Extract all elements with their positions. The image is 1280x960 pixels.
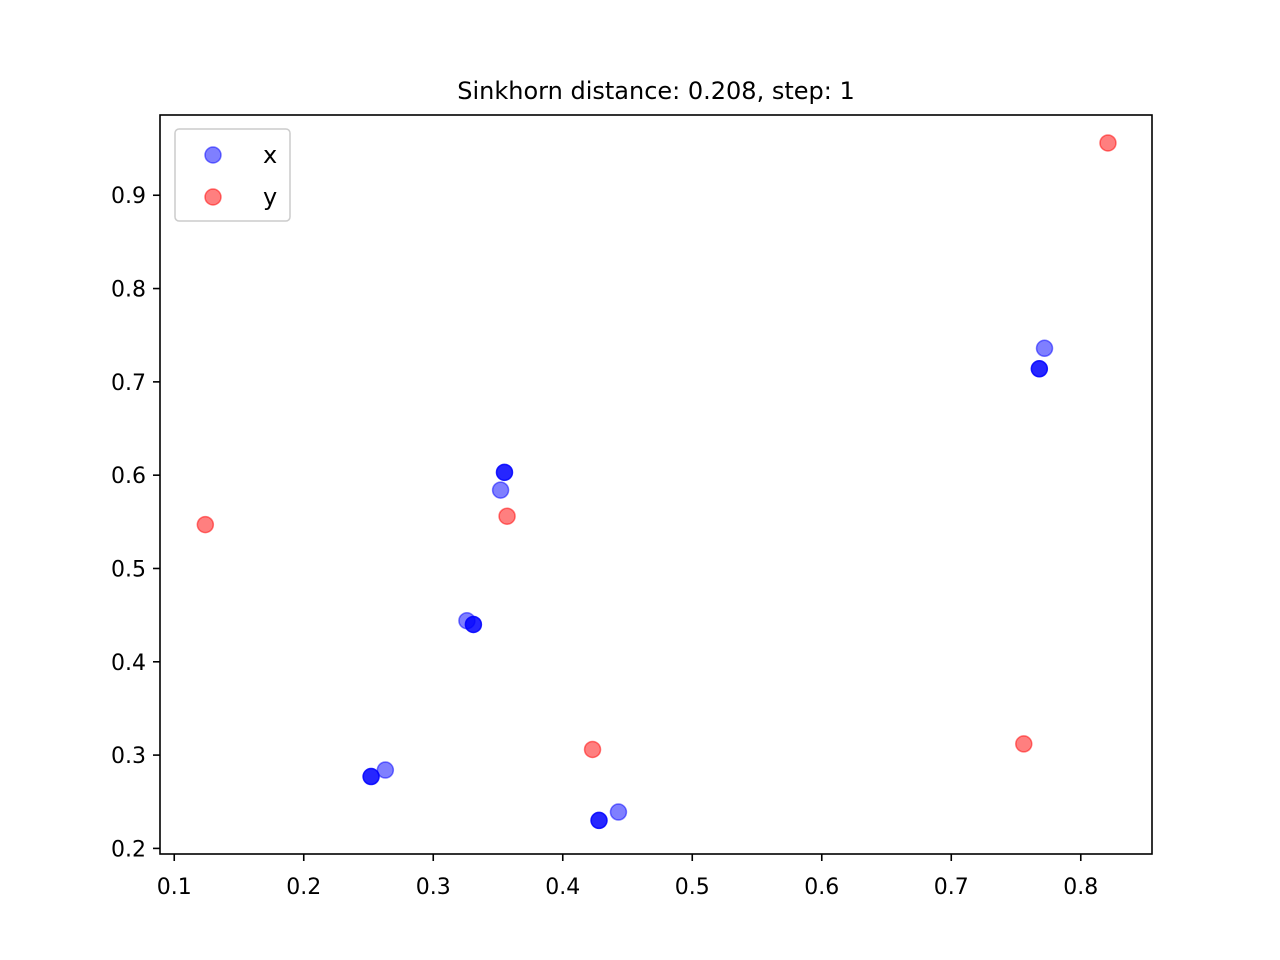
scatter-point-x (609, 803, 628, 821)
scatter-point-y (1099, 134, 1117, 152)
x-axis: 0.1 0.2 0.3 0.4 0.5 0.6 0.7 0.8 (157, 854, 1098, 900)
legend: xy (174, 128, 291, 222)
scatter-point-unlabeled (495, 463, 514, 482)
chart-title: Sinkhorn distance: 0.208, step: 1 (457, 77, 854, 105)
x-tick-label: 0.6 (804, 875, 839, 900)
x-tick-label: 0.7 (934, 875, 969, 900)
y-tick-label: 0.4 (111, 651, 146, 676)
scatter-point-unlabeled (464, 615, 483, 634)
x-tick-label: 0.2 (286, 875, 321, 900)
scatter-point-y (1015, 735, 1033, 753)
legend-label-y: y (263, 183, 277, 211)
legend-marker-y (204, 188, 222, 206)
scatter-point-unlabeled (1030, 360, 1049, 378)
y-tick-label: 0.7 (111, 371, 146, 396)
x-tick-label: 0.8 (1063, 875, 1098, 900)
scatter-point-y (583, 740, 602, 759)
x-tick-label: 0.1 (157, 875, 192, 900)
scatter-point-x (491, 481, 510, 499)
x-tick-label: 0.3 (416, 875, 451, 900)
axes-frame (159, 114, 1153, 855)
y-tick-label: 0.9 (111, 184, 146, 209)
x-tick-label: 0.5 (675, 875, 710, 900)
legend-label-x: x (263, 141, 277, 169)
y-tick-label: 0.8 (111, 278, 146, 303)
plot-area (196, 134, 1117, 830)
scatter-point-y (498, 507, 516, 525)
scatter-point-y (196, 515, 215, 534)
y-tick-label: 0.2 (111, 837, 146, 862)
y-tick-label: 0.6 (111, 464, 146, 489)
scatter-point-unlabeled (362, 767, 380, 786)
legend-box (174, 128, 291, 222)
x-tick-label: 0.4 (545, 875, 580, 900)
y-tick-label: 0.3 (111, 744, 146, 769)
scatter-point-x (1035, 339, 1054, 358)
legend-marker-x (204, 146, 222, 164)
scatter-point-x (376, 761, 395, 779)
y-tick-label: 0.5 (111, 557, 146, 582)
y-axis: 0.2 0.3 0.4 0.5 0.6 0.7 0.8 0.9 (111, 184, 160, 862)
scatter-point-unlabeled (590, 811, 608, 830)
